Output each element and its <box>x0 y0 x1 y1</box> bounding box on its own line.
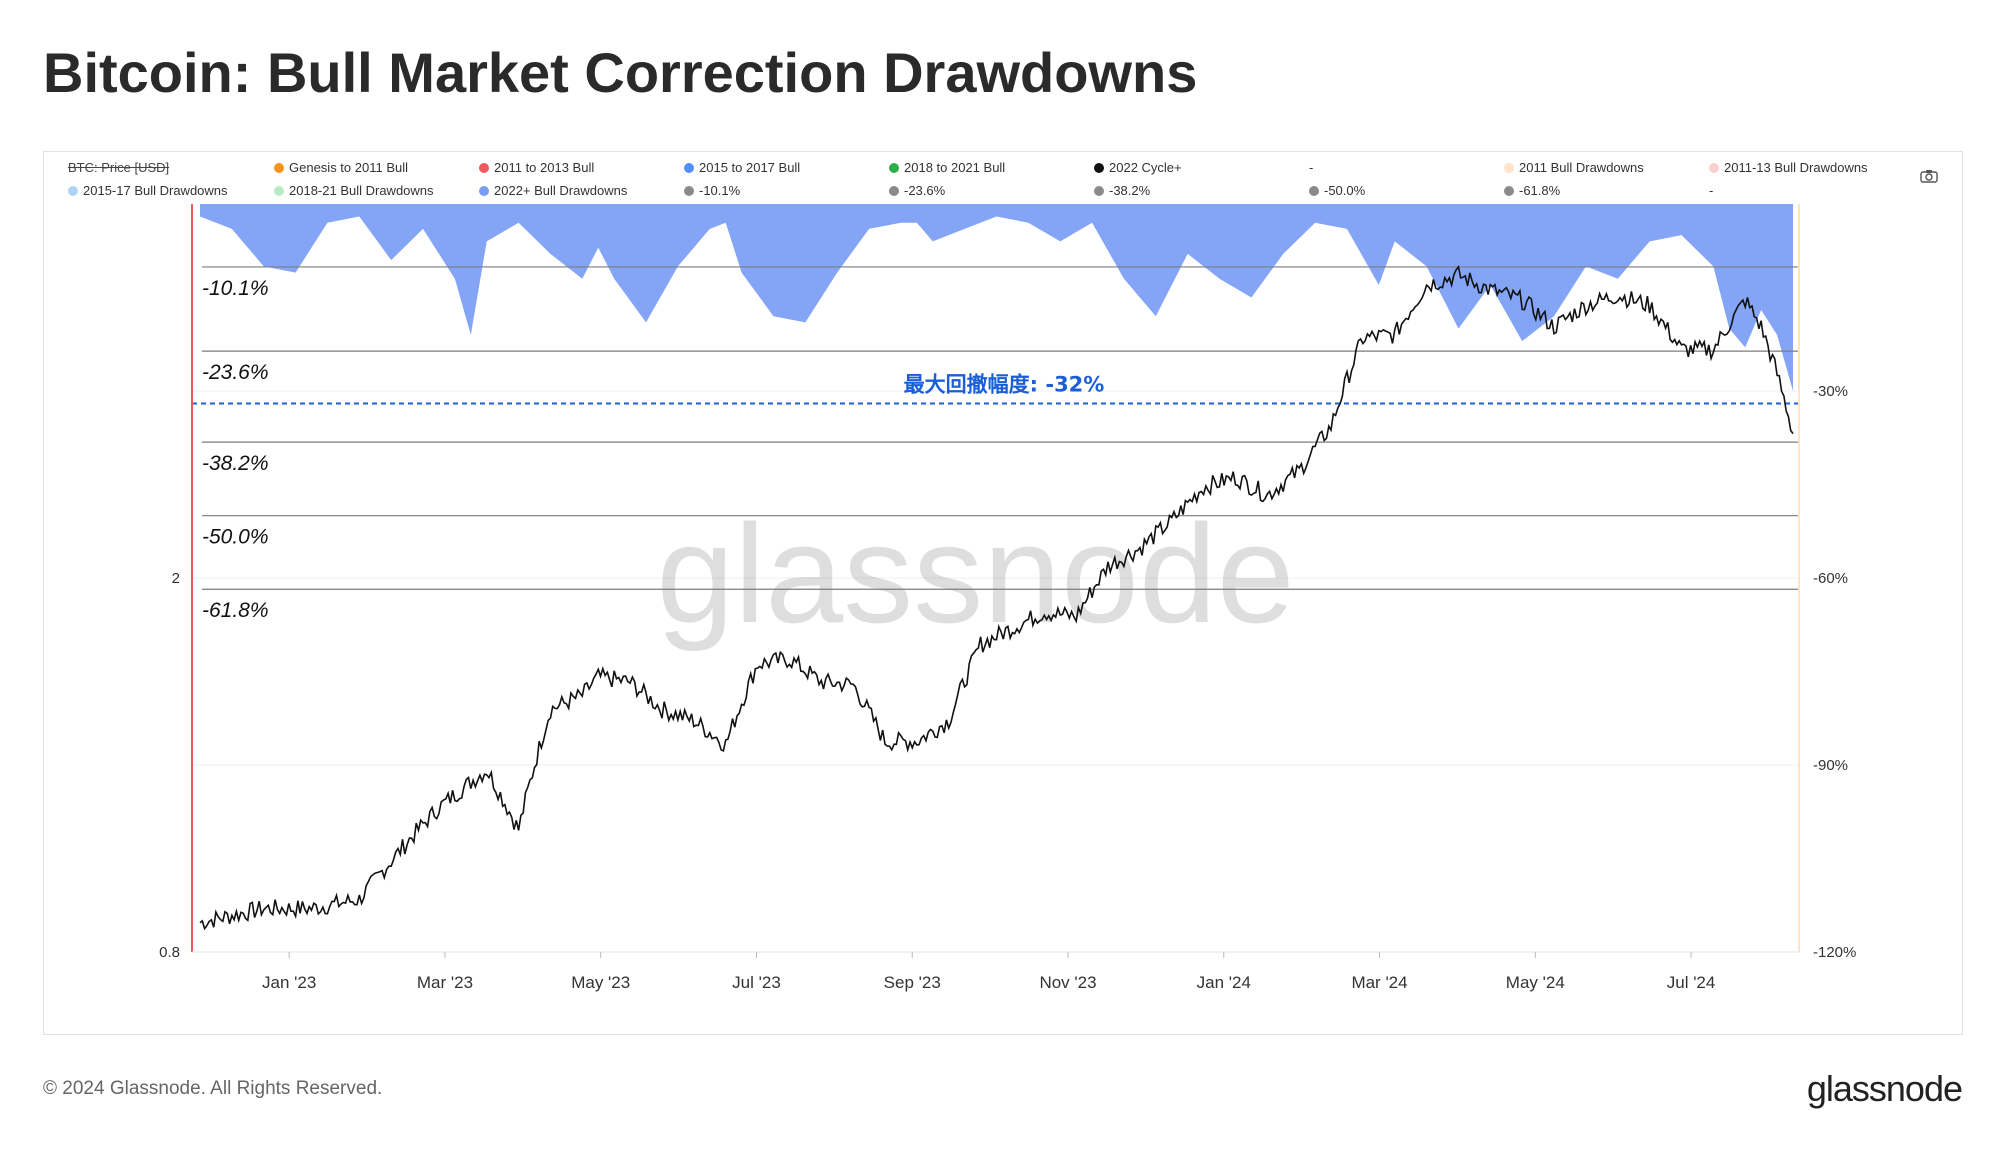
x-tick-label: Mar '24 <box>1351 973 1407 992</box>
level-label: -23.6% <box>202 361 269 384</box>
chart-title: Bitcoin: Bull Market Correction Drawdown… <box>43 41 1198 104</box>
legend-item[interactable]: -61.8% <box>1504 183 1560 198</box>
level-label: -38.2% <box>202 452 269 475</box>
x-tick-label: Jul '23 <box>732 973 781 992</box>
level-label: -61.8% <box>202 599 269 622</box>
x-tick-label: Sep '23 <box>884 973 941 992</box>
legend-item[interactable]: 2018 to 2021 Bull <box>889 160 1005 175</box>
chart-canvas: glassnode -10.1% -23.6% -38.2% -50.0% -61.8% 最… <box>159 204 1856 992</box>
price-line <box>199 265 1794 931</box>
x-tick-label: Nov '23 <box>1039 973 1096 992</box>
legend-item[interactable]: 2015-17 Bull Drawdowns <box>68 183 228 198</box>
legend-item[interactable]: 2011 Bull Drawdowns <box>1504 160 1644 175</box>
legend-item[interactable]: - <box>1709 183 1714 198</box>
legend-item[interactable]: -50.0% <box>1309 183 1365 198</box>
x-tick-label: Jan '24 <box>1197 973 1251 992</box>
legend: BTC: Price [USD] Genesis to 2011 Bull 2011… <box>44 160 1884 204</box>
level-label: -10.1% <box>202 277 269 300</box>
left-tick-label: 0.8 <box>159 944 180 961</box>
legend-item[interactable]: 2015 to 2017 Bull <box>684 160 800 175</box>
x-tick-label: May '23 <box>571 973 630 992</box>
chart-panel: BTC: Price [USD] Genesis to 2011 Bull 2011… <box>43 151 1963 1035</box>
left-tick-label: 2 <box>172 570 180 587</box>
legend-item[interactable]: - <box>1309 160 1314 175</box>
x-tick-label: May '24 <box>1506 973 1565 992</box>
camera-icon[interactable] <box>1920 169 1938 183</box>
legend-item[interactable]: 2018-21 Bull Drawdowns <box>274 183 434 198</box>
drawdown-area <box>200 204 1793 391</box>
max-drawdown-label: 最大回撤幅度: -32% <box>904 372 1105 396</box>
x-tick-label: Jul '24 <box>1667 973 1716 992</box>
x-tick-label: Mar '23 <box>417 973 473 992</box>
legend-item[interactable]: BTC: Price [USD] <box>68 160 170 175</box>
copyright-text: © 2024 Glassnode. All Rights Reserved. <box>43 1078 383 1099</box>
legend-item[interactable]: Genesis to 2011 Bull <box>274 160 408 175</box>
right-tick-label: -120% <box>1813 944 1856 961</box>
right-tick-label: -60% <box>1813 570 1848 587</box>
right-tick-label: -90% <box>1813 757 1848 774</box>
legend-item[interactable]: 2022 Cycle+ <box>1094 160 1182 175</box>
x-tick-label: Jan '23 <box>262 973 316 992</box>
brand-logo: glassnode <box>1806 1068 1963 1109</box>
watermark: glassnode <box>656 495 1294 652</box>
right-tick-label: -30% <box>1813 383 1848 400</box>
legend-item[interactable]: 2011-13 Bull Drawdowns <box>1709 160 1868 175</box>
legend-item[interactable]: -10.1% <box>684 183 740 198</box>
legend-item[interactable]: 2011 to 2013 Bull <box>479 160 594 175</box>
legend-item[interactable]: -23.6% <box>889 183 945 198</box>
legend-item[interactable]: 2022+ Bull Drawdowns <box>479 183 627 198</box>
level-label: -50.0% <box>202 526 269 549</box>
legend-item[interactable]: -38.2% <box>1094 183 1150 198</box>
